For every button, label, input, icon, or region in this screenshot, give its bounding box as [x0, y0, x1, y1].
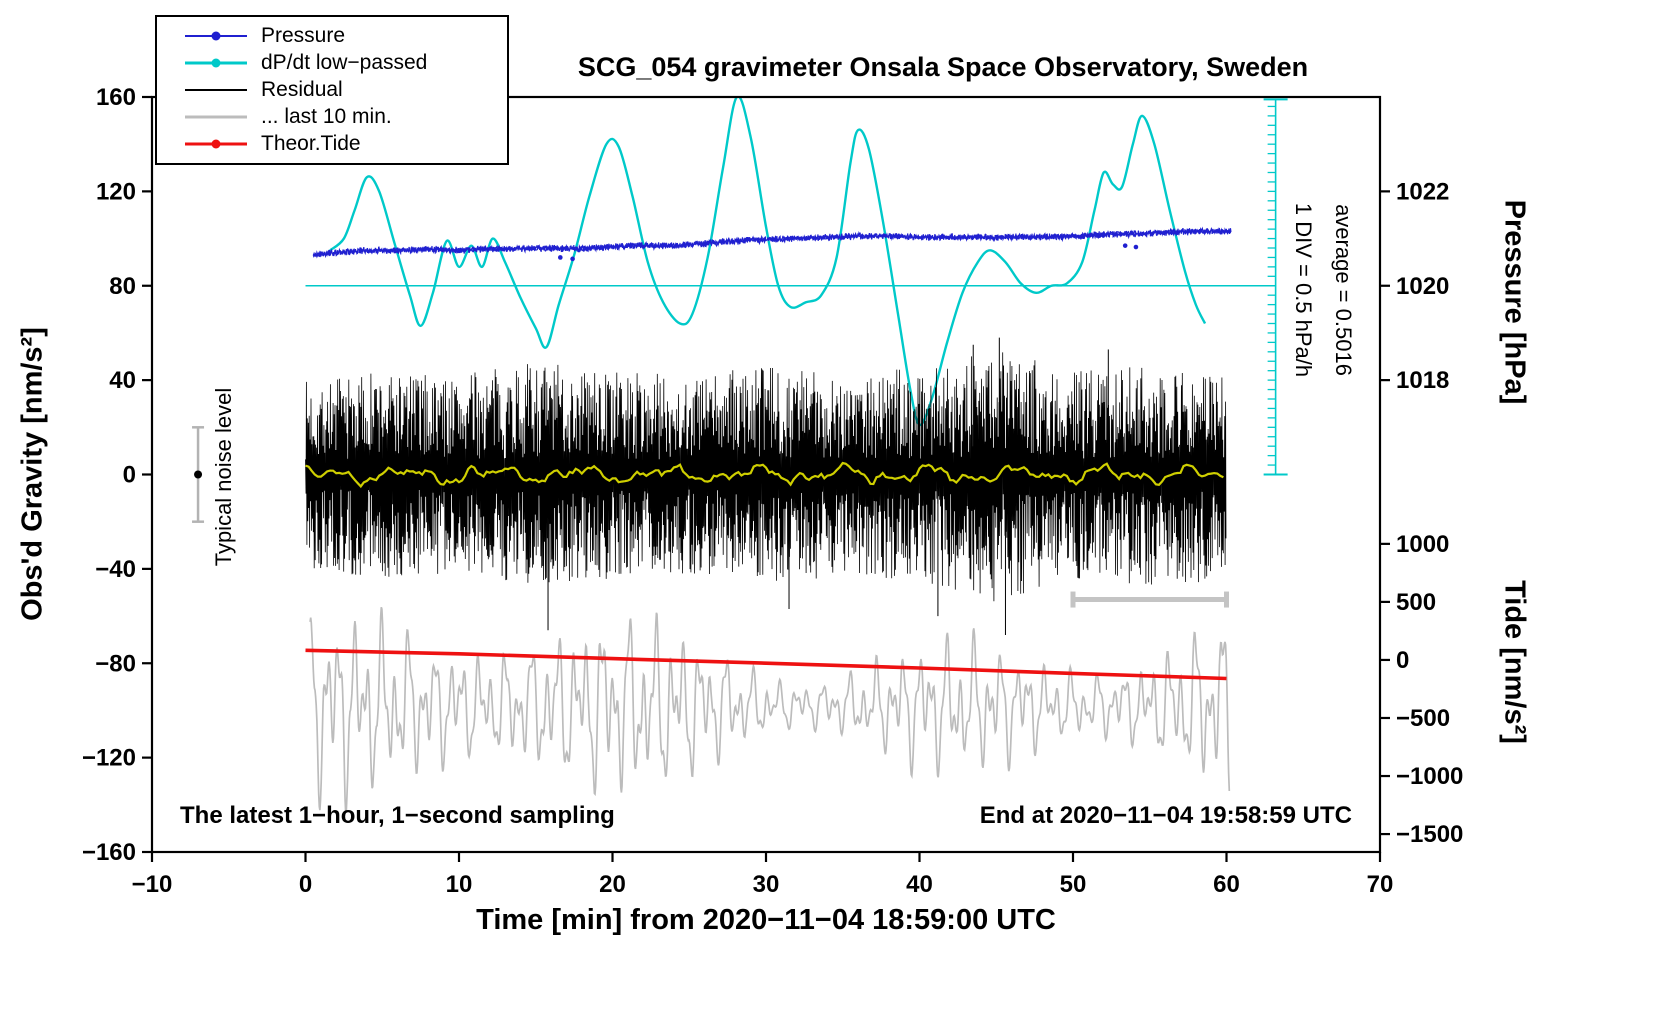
- legend-label-pressure: Pressure: [261, 24, 346, 48]
- svg-text:160: 160: [96, 84, 136, 111]
- svg-text:−1500: −1500: [1396, 821, 1463, 848]
- svg-text:−1000: −1000: [1396, 763, 1463, 790]
- y-axis-label-gravity: Obs'd Gravity [nm/s²]: [16, 327, 49, 621]
- svg-text:50: 50: [1060, 871, 1087, 898]
- noise-level-annotation: Typical noise level: [211, 387, 236, 567]
- legend-label-theor-tide: Theor.Tide: [261, 131, 361, 155]
- chart-title: SCG_054 gravimeter Onsala Space Observat…: [577, 52, 1309, 82]
- svg-text:−40: −40: [95, 556, 136, 583]
- svg-text:−80: −80: [95, 650, 136, 677]
- svg-text:0: 0: [1396, 647, 1409, 674]
- svg-text:−10: −10: [132, 871, 173, 898]
- svg-text:70: 70: [1367, 871, 1394, 898]
- last10-line-swatch: [185, 108, 247, 126]
- sampling-annotation: The latest 1−hour, 1−second sampling: [180, 802, 615, 829]
- svg-text:−500: −500: [1396, 705, 1450, 732]
- svg-text:20: 20: [599, 871, 626, 898]
- legend-item-last10: ... last 10 min.: [185, 104, 507, 130]
- legend-label-dpdt: dP/dt low−passed: [261, 51, 428, 75]
- svg-text:0: 0: [299, 871, 312, 898]
- svg-text:500: 500: [1396, 589, 1436, 616]
- y-axis-label-pressure: Pressure [hPa]: [1498, 199, 1531, 405]
- div-scale-annotation: 1 DIV = 0.5 hPa/h: [1291, 202, 1316, 378]
- legend-item-pressure: Pressure: [185, 23, 507, 49]
- svg-text:0: 0: [123, 462, 136, 489]
- legend-label-residual: Residual: [261, 77, 343, 101]
- pressure-line-swatch: [185, 27, 247, 45]
- end-time-annotation: End at 2020−11−04 19:58:59 UTC: [979, 802, 1352, 829]
- legend-item-residual: Residual: [185, 77, 507, 103]
- svg-text:120: 120: [96, 178, 136, 205]
- svg-text:1000: 1000: [1396, 531, 1449, 558]
- svg-text:80: 80: [109, 273, 136, 300]
- svg-text:1020: 1020: [1396, 273, 1449, 300]
- x-axis-label: Time [min] from 2020−11−04 18:59:00 UTC: [476, 904, 1056, 936]
- svg-text:10: 10: [446, 871, 473, 898]
- svg-text:40: 40: [906, 871, 933, 898]
- residual-line-swatch: [185, 81, 247, 99]
- svg-text:30: 30: [753, 871, 780, 898]
- svg-text:−120: −120: [82, 745, 136, 772]
- legend-label-last10: ... last 10 min.: [261, 104, 392, 128]
- average-annotation: average = 0.5016: [1331, 204, 1356, 376]
- svg-text:1022: 1022: [1396, 178, 1449, 205]
- dpdt-line-swatch: [185, 54, 247, 72]
- svg-text:40: 40: [109, 367, 136, 394]
- legend: Pressure dP/dt low−passed Residual ... l…: [155, 15, 509, 165]
- svg-text:−160: −160: [82, 839, 136, 866]
- legend-item-theor-tide: Theor.Tide: [185, 131, 507, 157]
- svg-text:1018: 1018: [1396, 367, 1449, 394]
- y-axis-label-tide: Tide [nm/s²]: [1498, 580, 1531, 744]
- svg-text:60: 60: [1213, 871, 1240, 898]
- legend-item-dpdt: dP/dt low−passed: [185, 50, 507, 76]
- theor-tide-line-swatch: [185, 135, 247, 153]
